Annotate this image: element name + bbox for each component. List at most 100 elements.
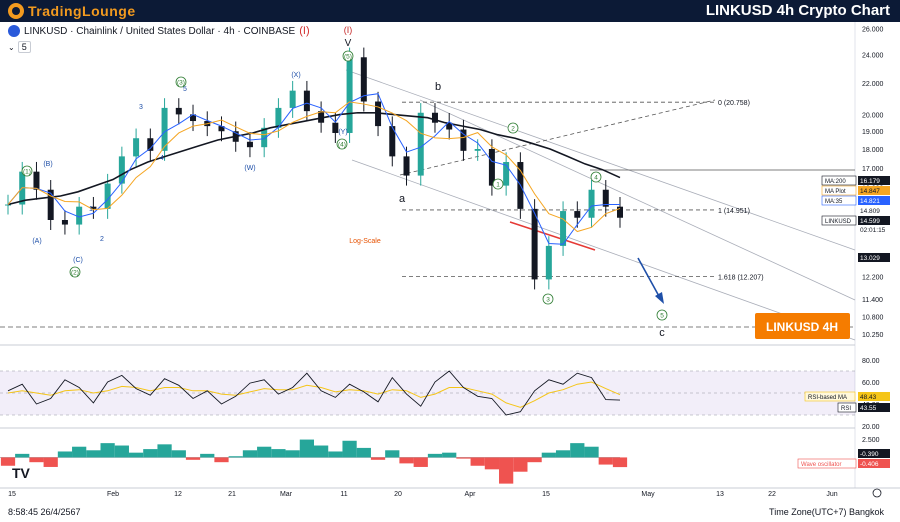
price-marker-label: 13.029 bbox=[860, 255, 880, 262]
price-label-name-box bbox=[821, 195, 857, 206]
wave-label: (4) bbox=[338, 142, 346, 149]
candle-body bbox=[346, 57, 353, 133]
candle-body bbox=[503, 162, 510, 186]
wave-label: (W) bbox=[244, 165, 255, 172]
oscillator-bar bbox=[271, 449, 286, 458]
candle-body bbox=[332, 122, 339, 133]
price-label-box bbox=[858, 225, 890, 234]
candle-body bbox=[431, 112, 438, 123]
oscillator-bar bbox=[427, 453, 443, 458]
candle-body bbox=[76, 206, 83, 225]
rsi-ma-value: 48.43 bbox=[860, 394, 877, 401]
oscillator-bar bbox=[200, 453, 215, 458]
oscillator-bar bbox=[242, 450, 258, 458]
price-tick-label: 10.250 bbox=[862, 332, 884, 339]
candle-body bbox=[47, 189, 54, 220]
oscillator-bar bbox=[456, 457, 471, 459]
price-label-name-box bbox=[821, 175, 857, 186]
candle-body bbox=[275, 107, 282, 128]
candle-body bbox=[118, 156, 125, 184]
indicator-toggle[interactable]: ⌄ 5 bbox=[8, 41, 31, 53]
channel-line bbox=[345, 69, 856, 251]
rsi-value-box bbox=[858, 403, 890, 412]
oscillator-value-box bbox=[858, 449, 890, 458]
candle-body bbox=[303, 90, 310, 112]
candle-body bbox=[33, 171, 40, 190]
oscillator-bar bbox=[356, 447, 371, 458]
oscillator-bar bbox=[470, 457, 485, 466]
oscillator-bar bbox=[328, 451, 343, 458]
time-tick-label: 15 bbox=[542, 491, 550, 498]
rsi-tick-label: 20.00 bbox=[862, 424, 880, 431]
logo-icon bbox=[8, 3, 24, 19]
brand-name: TradingLounge bbox=[28, 3, 136, 19]
oscillator-bar bbox=[541, 452, 556, 458]
candle-body bbox=[488, 148, 495, 186]
wave-label: (1) bbox=[23, 169, 31, 176]
candle-body bbox=[531, 208, 538, 280]
ma35-line bbox=[7, 93, 620, 245]
price-label-box bbox=[858, 206, 890, 215]
candle-body bbox=[104, 183, 111, 209]
rsi-value: 43.55 bbox=[860, 405, 877, 412]
time-tick-label: 11 bbox=[340, 491, 347, 498]
rsi-ma-legend-label: RSI-based MA bbox=[808, 395, 847, 401]
candle-body bbox=[574, 211, 581, 218]
candle-body bbox=[289, 90, 296, 108]
fib-trend-line bbox=[399, 99, 716, 176]
tradingview-logo: TV bbox=[12, 465, 31, 481]
price-label-name: MA Plot bbox=[825, 189, 846, 195]
ma-plot-line bbox=[7, 101, 621, 233]
ma200-line bbox=[7, 111, 621, 206]
time-tick-label: Feb bbox=[107, 491, 119, 498]
oscillator-bar bbox=[555, 450, 571, 458]
candle-body bbox=[588, 189, 595, 218]
candle-body bbox=[5, 204, 11, 206]
brand-header: TradingLounge LINKUSD 4h Crypto Chart bbox=[0, 0, 900, 22]
price-label-name-box bbox=[821, 215, 857, 226]
time-tick-label: May bbox=[641, 491, 655, 498]
ma200-price-label: 16.179 bbox=[860, 178, 880, 185]
wave-label-marker bbox=[590, 171, 602, 183]
oscillator-bar bbox=[257, 446, 272, 458]
wave-label-marker bbox=[21, 165, 33, 177]
symbol-legend[interactable]: LINKUSD · Chainlink / United States Doll… bbox=[8, 25, 310, 37]
oscillator-bar bbox=[484, 457, 500, 470]
candle-body bbox=[61, 219, 68, 225]
fib-level-label: 1.618 (12.207) bbox=[718, 275, 764, 282]
ma-plot-price-label: 14.847 bbox=[860, 188, 880, 195]
settings-gear-icon bbox=[872, 488, 882, 498]
oscillator-bar bbox=[584, 446, 599, 458]
wave-label-marker bbox=[656, 309, 668, 321]
clock-readout: 8:58:45 26/4/2567 bbox=[8, 507, 81, 517]
wave-label: (A) bbox=[32, 238, 41, 245]
wave-label: (Y) bbox=[338, 129, 347, 136]
timezone-selector[interactable]: Time Zone(UTC+7) Bangkok bbox=[769, 507, 884, 517]
wave-label-marker bbox=[342, 50, 354, 62]
oscillator-bar bbox=[413, 457, 428, 467]
oscillator-bar bbox=[499, 457, 514, 484]
price-label-name-box bbox=[821, 185, 857, 196]
candle-body bbox=[218, 126, 225, 132]
oscillator-signal-value: -0.406 bbox=[860, 461, 879, 468]
oscillator-bar bbox=[314, 445, 329, 458]
price-label-name: LINKUSD bbox=[825, 219, 852, 225]
wave-label: 4 bbox=[160, 155, 164, 162]
price-label-box bbox=[858, 253, 890, 262]
wave-label: (C) bbox=[73, 257, 83, 264]
candle-body bbox=[246, 141, 253, 148]
wave-label: 1 bbox=[496, 182, 500, 189]
wave-label-marker bbox=[492, 178, 504, 190]
candle-body bbox=[175, 107, 182, 115]
indicator-count: 5 bbox=[17, 41, 31, 53]
rsi-legend-box bbox=[837, 402, 857, 413]
wave-label: 3 bbox=[546, 297, 550, 304]
oscillator-bar bbox=[57, 451, 73, 458]
oscillator-bar bbox=[442, 452, 457, 458]
oscillator-bar bbox=[612, 457, 628, 468]
oscillator-bar bbox=[114, 445, 129, 458]
chevron-down-icon: ⌄ bbox=[8, 42, 15, 52]
price-label-box bbox=[858, 216, 890, 225]
rsi-line bbox=[7, 370, 621, 416]
